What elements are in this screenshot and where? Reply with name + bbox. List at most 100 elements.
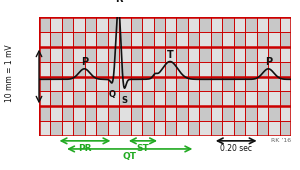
- Bar: [165, 17, 176, 32]
- Bar: [176, 62, 188, 76]
- Bar: [108, 121, 119, 136]
- Bar: [85, 17, 96, 32]
- Bar: [85, 32, 96, 47]
- Bar: [108, 106, 119, 121]
- Bar: [62, 91, 74, 106]
- Text: 0.20 sec: 0.20 sec: [220, 144, 252, 153]
- Bar: [142, 62, 154, 76]
- Bar: [39, 106, 50, 121]
- Bar: [96, 76, 108, 91]
- Text: S: S: [121, 96, 127, 105]
- Bar: [154, 62, 165, 76]
- Bar: [130, 62, 142, 76]
- Text: PR: PR: [78, 144, 92, 153]
- Bar: [280, 32, 291, 47]
- Bar: [96, 91, 108, 106]
- Bar: [245, 106, 256, 121]
- Bar: [85, 76, 96, 91]
- Bar: [222, 32, 234, 47]
- Bar: [188, 17, 200, 32]
- Bar: [165, 91, 176, 106]
- Bar: [268, 32, 280, 47]
- Bar: [268, 91, 280, 106]
- Bar: [176, 106, 188, 121]
- Bar: [74, 106, 85, 121]
- Bar: [211, 32, 222, 47]
- Bar: [142, 76, 154, 91]
- Bar: [245, 76, 256, 91]
- Bar: [188, 106, 200, 121]
- Bar: [268, 106, 280, 121]
- Bar: [256, 62, 268, 76]
- Bar: [176, 121, 188, 136]
- Bar: [211, 76, 222, 91]
- Bar: [165, 47, 176, 62]
- Bar: [200, 106, 211, 121]
- Bar: [222, 17, 234, 32]
- Bar: [245, 17, 256, 32]
- Bar: [50, 47, 62, 62]
- Bar: [50, 106, 62, 121]
- Bar: [256, 47, 268, 62]
- Bar: [280, 76, 291, 91]
- Bar: [130, 91, 142, 106]
- Bar: [142, 91, 154, 106]
- Bar: [108, 76, 119, 91]
- Bar: [222, 91, 234, 106]
- Bar: [119, 121, 130, 136]
- Bar: [142, 121, 154, 136]
- Bar: [96, 17, 108, 32]
- Bar: [280, 62, 291, 76]
- Bar: [256, 32, 268, 47]
- Bar: [234, 76, 245, 91]
- Bar: [256, 121, 268, 136]
- Bar: [256, 76, 268, 91]
- Bar: [245, 62, 256, 76]
- Bar: [234, 62, 245, 76]
- Bar: [119, 47, 130, 62]
- Bar: [245, 91, 256, 106]
- Bar: [142, 106, 154, 121]
- Bar: [268, 76, 280, 91]
- Bar: [39, 32, 50, 47]
- Bar: [39, 121, 50, 136]
- Text: T: T: [167, 50, 173, 60]
- Bar: [108, 91, 119, 106]
- Bar: [188, 76, 200, 91]
- Bar: [222, 121, 234, 136]
- Text: P: P: [265, 57, 272, 67]
- Bar: [62, 17, 74, 32]
- Bar: [62, 62, 74, 76]
- Bar: [280, 121, 291, 136]
- Bar: [130, 106, 142, 121]
- Bar: [245, 121, 256, 136]
- Bar: [39, 17, 50, 32]
- Bar: [165, 32, 176, 47]
- Bar: [50, 32, 62, 47]
- Bar: [62, 106, 74, 121]
- Bar: [130, 121, 142, 136]
- Bar: [234, 106, 245, 121]
- Bar: [50, 17, 62, 32]
- Bar: [245, 32, 256, 47]
- Bar: [234, 91, 245, 106]
- Bar: [119, 106, 130, 121]
- Bar: [108, 32, 119, 47]
- Bar: [211, 121, 222, 136]
- Bar: [256, 17, 268, 32]
- Bar: [108, 62, 119, 76]
- Bar: [119, 76, 130, 91]
- Bar: [200, 47, 211, 62]
- Bar: [176, 32, 188, 47]
- Bar: [74, 47, 85, 62]
- Bar: [200, 121, 211, 136]
- Bar: [74, 76, 85, 91]
- Bar: [222, 47, 234, 62]
- Bar: [96, 47, 108, 62]
- Text: P: P: [81, 57, 88, 67]
- Bar: [245, 47, 256, 62]
- Bar: [280, 17, 291, 32]
- Bar: [62, 47, 74, 62]
- Bar: [234, 32, 245, 47]
- Bar: [165, 76, 176, 91]
